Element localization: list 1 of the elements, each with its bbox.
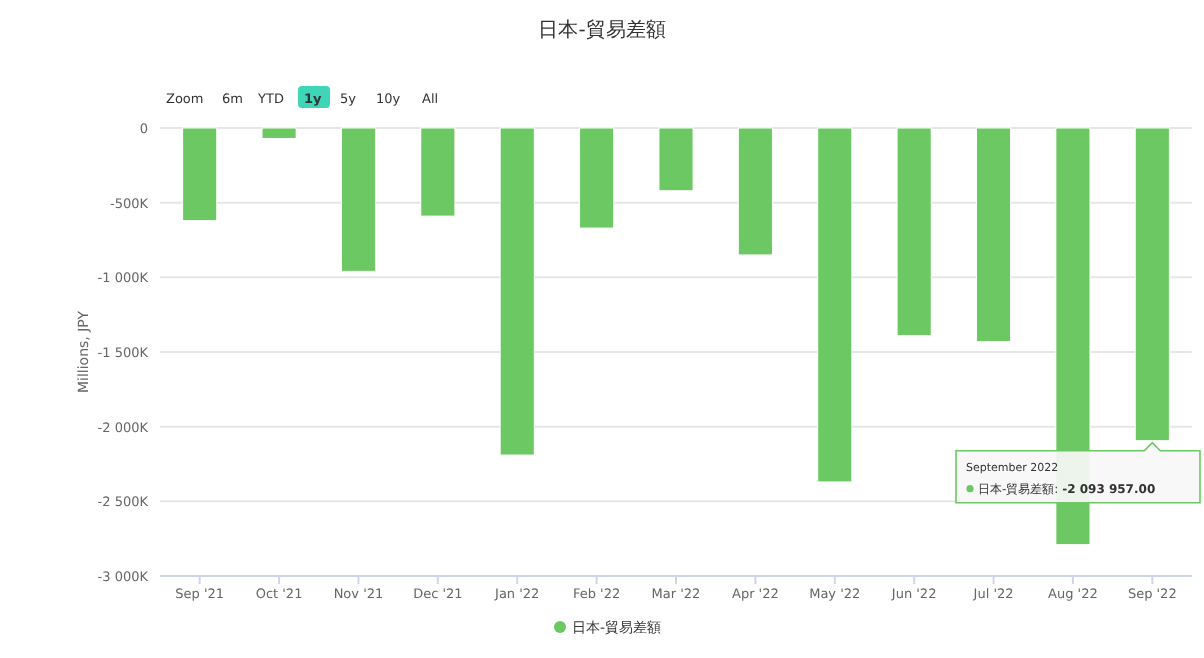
chart-title: 日本-貿易差額 <box>538 18 666 42</box>
